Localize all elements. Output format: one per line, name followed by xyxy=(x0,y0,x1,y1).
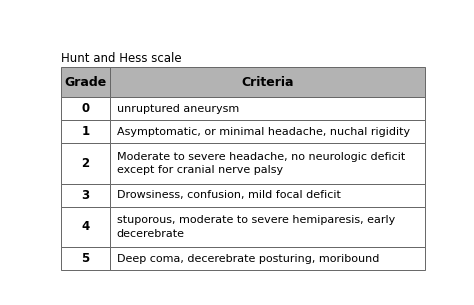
Text: unruptured aneurysm: unruptured aneurysm xyxy=(117,104,239,114)
Text: Drowsiness, confusion, mild focal deficit: Drowsiness, confusion, mild focal defici… xyxy=(117,190,341,200)
Text: 3: 3 xyxy=(82,189,90,202)
Text: Deep coma, decerebrate posturing, moribound: Deep coma, decerebrate posturing, moribo… xyxy=(117,254,379,264)
Bar xyxy=(110,143,425,184)
Text: Moderate to severe headache, no neurologic deficit
except for cranial nerve pals: Moderate to severe headache, no neurolog… xyxy=(117,152,405,175)
Text: 4: 4 xyxy=(82,221,90,234)
Bar xyxy=(61,184,110,207)
Bar xyxy=(61,120,110,143)
Text: Asymptomatic, or minimal headache, nuchal rigidity: Asymptomatic, or minimal headache, nucha… xyxy=(117,127,410,137)
Text: 1: 1 xyxy=(82,125,90,138)
Text: 2: 2 xyxy=(82,157,90,170)
Text: Criteria: Criteria xyxy=(241,76,294,89)
Bar xyxy=(61,143,110,184)
Bar xyxy=(61,247,110,270)
Bar xyxy=(61,97,110,120)
Bar xyxy=(110,67,425,97)
Bar xyxy=(110,120,425,143)
Text: stuporous, moderate to severe hemiparesis, early
decerebrate: stuporous, moderate to severe hemiparesi… xyxy=(117,215,395,239)
Text: Grade: Grade xyxy=(64,76,107,89)
Bar xyxy=(61,67,110,97)
Bar xyxy=(110,247,425,270)
Bar xyxy=(110,97,425,120)
Text: Hunt and Hess scale: Hunt and Hess scale xyxy=(61,52,182,65)
Text: 5: 5 xyxy=(82,252,90,265)
Bar xyxy=(110,207,425,247)
Bar xyxy=(61,207,110,247)
Bar xyxy=(110,184,425,207)
Text: 0: 0 xyxy=(82,102,90,115)
